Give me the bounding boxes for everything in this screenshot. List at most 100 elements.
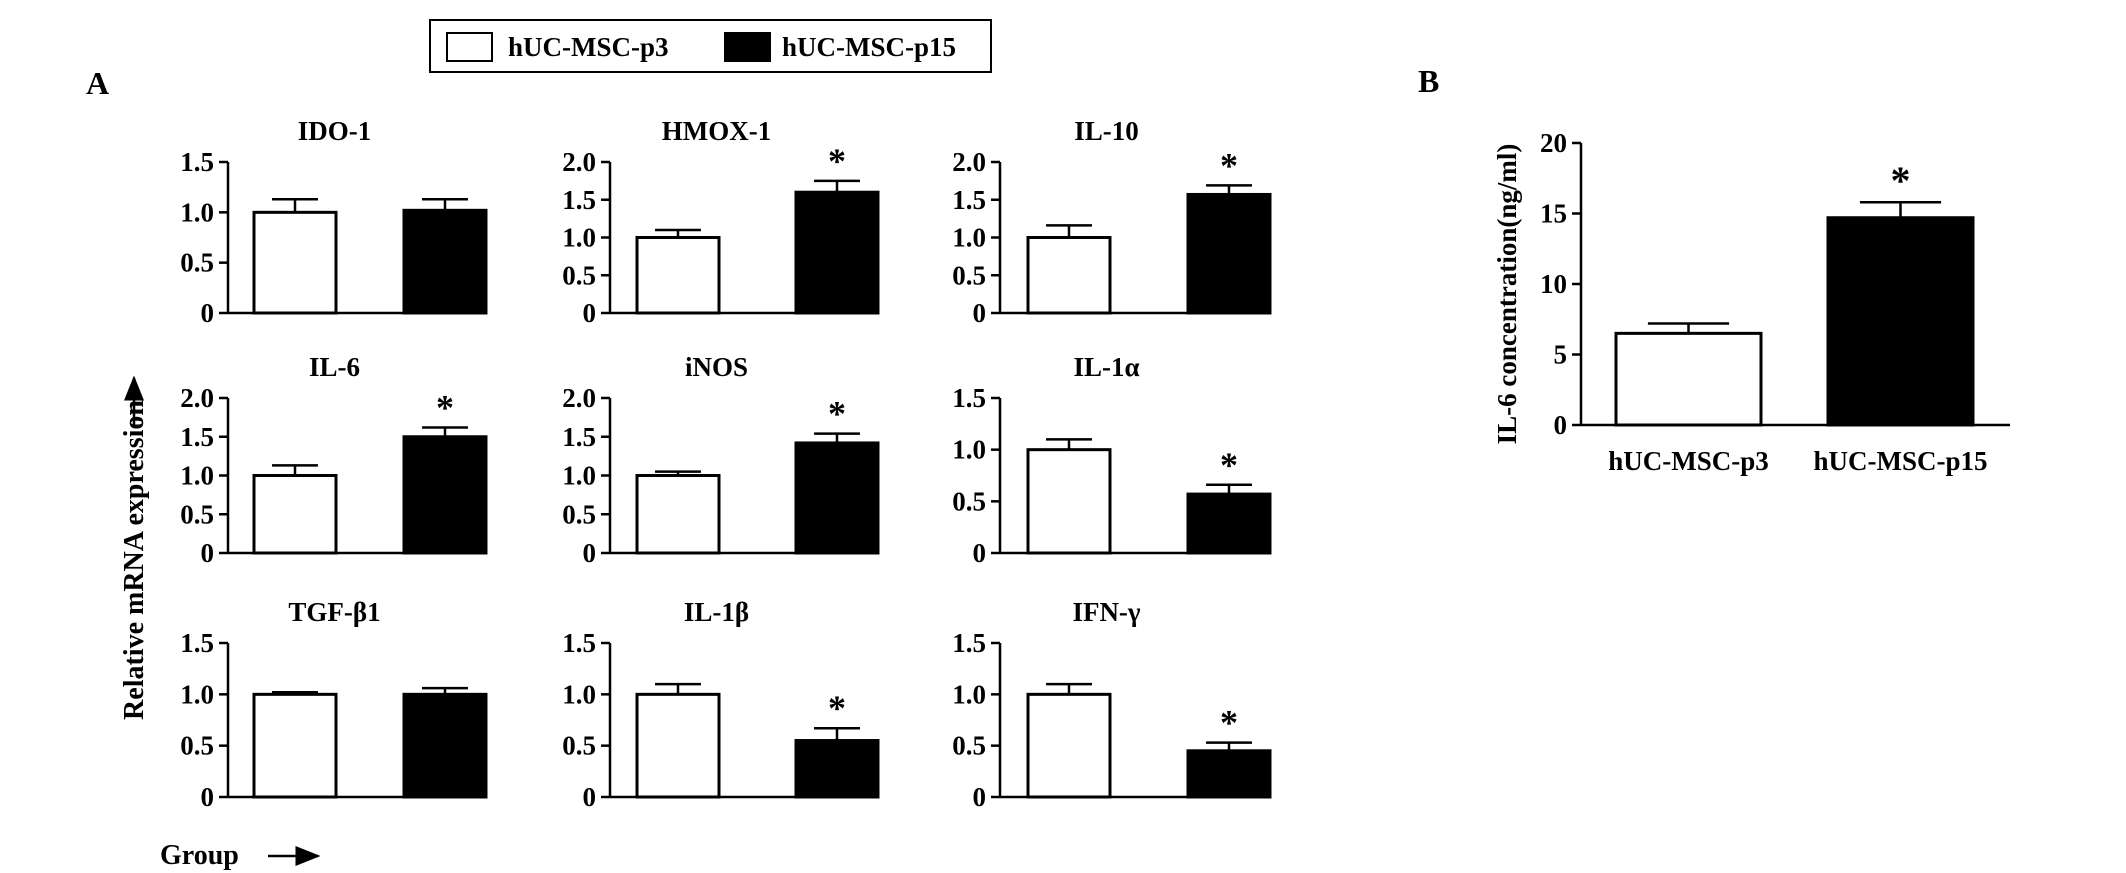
significance-star: * bbox=[828, 141, 846, 181]
chart-0: 0 0.5 1.0 1.5 IDO-1 bbox=[180, 116, 488, 328]
y-tick-label: 1.5 bbox=[952, 628, 986, 658]
chart-title: IL-1α bbox=[1073, 352, 1139, 382]
y-tick-label: 5 bbox=[1554, 340, 1568, 370]
y-tick-label: 15 bbox=[1540, 199, 1567, 229]
chart-title: IL-1β bbox=[684, 597, 749, 627]
y-tick-label: 10 bbox=[1540, 269, 1567, 299]
y-tick-label: 1.0 bbox=[952, 223, 986, 253]
bar-p15 bbox=[794, 441, 880, 555]
chart-3: 0 0.5 1.0 1.5 2.0 * IL-6 bbox=[180, 352, 488, 568]
y-tick-label: 1.5 bbox=[180, 422, 214, 452]
bar-p15 bbox=[1826, 216, 1975, 427]
y-tick-label: 0 bbox=[201, 298, 215, 328]
x-category-label: hUC-MSC-p3 bbox=[1608, 446, 1769, 476]
bar-p3 bbox=[252, 692, 338, 799]
chart-5: 0 0.5 1.0 1.5 * IL-1α bbox=[952, 352, 1272, 568]
bar-p15 bbox=[402, 435, 488, 555]
y-axis-label: Relative mRNA expression bbox=[119, 400, 150, 720]
x-category-label: hUC-MSC-p15 bbox=[1813, 446, 1987, 476]
bar-p3 bbox=[635, 236, 721, 315]
y-tick-label: 1.5 bbox=[180, 628, 214, 658]
legend: hUC-MSC-p3 hUC-MSC-p15 bbox=[429, 19, 992, 73]
significance-star: * bbox=[828, 688, 846, 728]
y-tick-label: 0.5 bbox=[180, 731, 214, 761]
legend-label-p15: hUC-MSC-p15 bbox=[782, 32, 956, 62]
y-tick-label: 0 bbox=[583, 782, 597, 812]
y-tick-label: 1.5 bbox=[562, 422, 596, 452]
y-tick-label: 1.0 bbox=[562, 461, 596, 491]
y-tick-label: 0 bbox=[583, 538, 597, 568]
y-tick-label: 1.0 bbox=[180, 461, 214, 491]
y-axis-label-group: Relative mRNA expression bbox=[119, 375, 150, 720]
chart-title: TGF-β1 bbox=[288, 597, 380, 627]
chart-title: IL-10 bbox=[1074, 116, 1139, 146]
chart-title: IL-6 bbox=[309, 352, 360, 382]
x-axis-label-group: Group bbox=[160, 840, 321, 871]
y-tick-label: 0.5 bbox=[562, 731, 596, 761]
y-tick-label: 0 bbox=[973, 538, 987, 568]
bar-p3 bbox=[635, 692, 721, 799]
significance-star: * bbox=[1891, 158, 1911, 203]
y-tick-label: 2.0 bbox=[180, 383, 214, 413]
y-tick-label: 1.0 bbox=[180, 679, 214, 709]
chart-2: 0 0.5 1.0 1.5 2.0 * IL-10 bbox=[952, 116, 1272, 328]
y-tick-label: 0.5 bbox=[562, 499, 596, 529]
bar-p3 bbox=[1026, 692, 1112, 799]
bar-p3 bbox=[252, 210, 338, 315]
legend-swatch-p15 bbox=[724, 32, 771, 62]
significance-star: * bbox=[1220, 445, 1238, 485]
panel-b-label: B bbox=[1418, 63, 1439, 99]
y-tick-label: 0.5 bbox=[180, 248, 214, 278]
chart-7: 0 0.5 1.0 1.5 * IL-1β bbox=[562, 597, 880, 812]
chart-9: 0 5 10 15 20 * hUC-MSC-p3 hUC-MSC-p15 IL-6 conce… bbox=[1492, 128, 2010, 476]
chart-6: 0 0.5 1.0 1.5 TGF-β1 bbox=[180, 597, 488, 812]
legend-swatch-p3 bbox=[446, 32, 493, 62]
bar-p15 bbox=[1186, 192, 1272, 315]
y-tick-label: 0.5 bbox=[952, 486, 986, 516]
bar-p3 bbox=[252, 474, 338, 555]
chart-title: iNOS bbox=[685, 352, 748, 382]
y-tick-label: 1.0 bbox=[952, 435, 986, 465]
y-tick-label: 20 bbox=[1540, 128, 1567, 158]
chart-title: IFN-γ bbox=[1072, 597, 1140, 627]
y-tick-label: 0.5 bbox=[952, 260, 986, 290]
y-tick-label: 2.0 bbox=[562, 383, 596, 413]
y-tick-label: 1.5 bbox=[952, 185, 986, 215]
bar-p15 bbox=[402, 208, 488, 315]
bar-p15 bbox=[794, 190, 880, 315]
chart-4: 0 0.5 1.0 1.5 2.0 * iNOS bbox=[562, 352, 880, 568]
y-tick-label: 0.5 bbox=[562, 260, 596, 290]
y-tick-label: 0 bbox=[201, 538, 215, 568]
significance-star: * bbox=[1220, 703, 1238, 743]
y-tick-label: 1.0 bbox=[562, 223, 596, 253]
charts-container: 0 0.5 1.0 1.5 IDO-1 0 0.5 1.0 1.5 2.0 * HMOX-1 0 0.5 1… bbox=[180, 116, 2010, 812]
significance-star: * bbox=[1220, 145, 1238, 185]
bar-p3 bbox=[1614, 331, 1763, 427]
bar-p3 bbox=[635, 474, 721, 555]
y-tick-label: 0 bbox=[201, 782, 215, 812]
legend-label-p3: hUC-MSC-p3 bbox=[508, 32, 669, 62]
y-tick-label: 0.5 bbox=[180, 499, 214, 529]
panel-b-y-axis-label: IL-6 concentration(ng/ml) bbox=[1492, 144, 1522, 445]
y-tick-label: 0 bbox=[1554, 410, 1568, 440]
panel-a-label: A bbox=[86, 65, 109, 101]
bar-p15 bbox=[794, 739, 880, 799]
y-tick-label: 1.5 bbox=[952, 383, 986, 413]
bar-p3 bbox=[1026, 448, 1112, 555]
y-tick-label: 0 bbox=[583, 298, 597, 328]
y-tick-label: 0.5 bbox=[952, 731, 986, 761]
legend-frame bbox=[429, 19, 992, 73]
y-tick-label: 1.5 bbox=[180, 147, 214, 177]
y-tick-label: 2.0 bbox=[952, 147, 986, 177]
y-tick-label: 1.0 bbox=[562, 679, 596, 709]
y-tick-label: 2.0 bbox=[562, 147, 596, 177]
chart-1: 0 0.5 1.0 1.5 2.0 * HMOX-1 bbox=[562, 116, 880, 328]
y-tick-label: 1.0 bbox=[952, 679, 986, 709]
y-tick-label: 1.0 bbox=[180, 197, 214, 227]
bar-p15 bbox=[402, 692, 488, 799]
bar-p3 bbox=[1026, 236, 1112, 315]
chart-title: HMOX-1 bbox=[662, 116, 771, 146]
chart-8: 0 0.5 1.0 1.5 * IFN-γ bbox=[952, 597, 1272, 812]
significance-star: * bbox=[828, 394, 846, 434]
